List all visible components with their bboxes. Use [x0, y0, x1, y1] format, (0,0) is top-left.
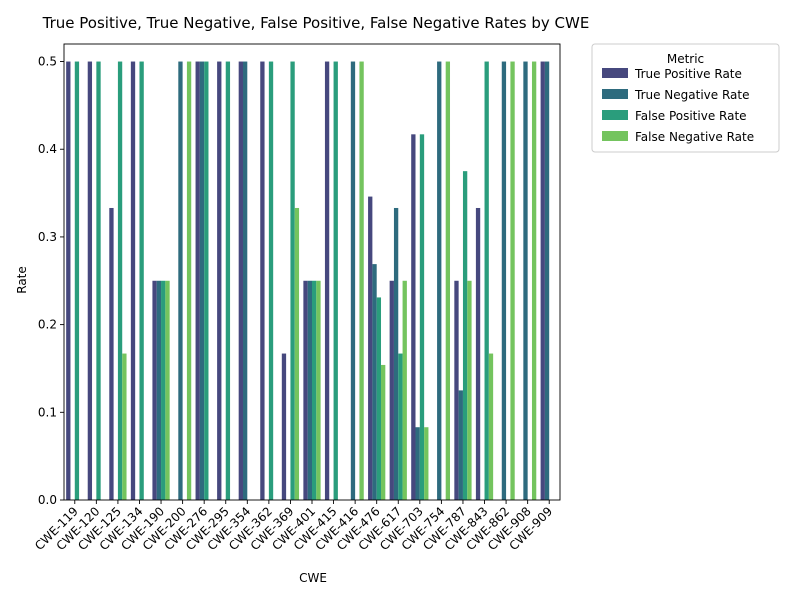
bar-cwe-862-series-3 — [510, 61, 515, 500]
bar-cwe-190-series-2 — [161, 280, 166, 500]
bar-cwe-476-series-0 — [368, 196, 373, 500]
bar-cwe-787-series-0 — [454, 280, 459, 500]
bar-cwe-416-series-1 — [350, 61, 356, 500]
bar-cwe-703-series-2 — [419, 134, 425, 500]
bar-cwe-369-series-0 — [281, 353, 287, 500]
bar-cwe-295-series-0 — [217, 61, 222, 500]
bar-cwe-476-series-1 — [372, 264, 377, 500]
bar-cwe-703-series-3 — [424, 427, 429, 500]
legend-box — [591, 43, 780, 153]
legend-title: Metric — [667, 52, 704, 66]
bar-cwe-862-series-1 — [501, 61, 507, 500]
legend-swatch — [602, 131, 628, 141]
y-tick-label: 0.0 — [38, 493, 57, 507]
bar-cwe-617-series-0 — [389, 280, 394, 500]
bar-cwe-617-series-2 — [398, 353, 403, 500]
bar-cwe-119-series-0 — [66, 61, 71, 500]
bar-cwe-908-series-3 — [531, 61, 537, 500]
bar-cwe-401-series-1 — [307, 280, 312, 500]
y-tick-label: 0.1 — [38, 405, 57, 419]
bar-cwe-120-series-0 — [87, 61, 93, 500]
bar-cwe-119-series-2 — [74, 61, 80, 500]
bar-cwe-276-series-0 — [195, 61, 200, 500]
bar-cwe-787-series-2 — [462, 171, 468, 500]
legend-swatch — [602, 89, 628, 99]
y-tick-label: 0.4 — [38, 142, 57, 156]
bar-cwe-295-series-2 — [225, 61, 231, 500]
bar-cwe-401-series-0 — [303, 280, 308, 500]
bar-cwe-276-series-1 — [199, 61, 205, 500]
y-tick-label: 0.3 — [38, 230, 57, 244]
legend-label: False Negative Rate — [635, 130, 754, 144]
bar-cwe-200-series-3 — [186, 61, 192, 500]
bar-cwe-125-series-0 — [109, 207, 114, 501]
bar-cwe-909-series-0 — [540, 61, 545, 500]
bar-cwe-754-series-3 — [445, 61, 451, 500]
bar-cwe-843-series-0 — [475, 207, 481, 501]
bar-cwe-703-series-0 — [411, 134, 416, 500]
bar-cwe-190-series-0 — [152, 280, 157, 500]
bar-cwe-190-series-3 — [165, 280, 170, 500]
bar-cwe-787-series-1 — [458, 390, 463, 500]
bar-cwe-415-series-0 — [324, 61, 330, 500]
bar-cwe-362-series-0 — [260, 61, 265, 500]
bar-cwe-134-series-0 — [130, 61, 136, 500]
bars-group — [66, 61, 550, 501]
bar-cwe-909-series-1 — [544, 61, 550, 500]
bar-cwe-416-series-3 — [359, 61, 364, 500]
bar-cwe-401-series-2 — [312, 280, 317, 500]
bar-cwe-200-series-1 — [178, 61, 183, 500]
bar-cwe-415-series-2 — [333, 61, 338, 500]
legend-label: True Positive Rate — [634, 67, 742, 81]
bar-cwe-617-series-3 — [402, 280, 407, 500]
bar-cwe-908-series-1 — [523, 61, 528, 500]
bar-cwe-401-series-3 — [316, 280, 321, 500]
bar-cwe-134-series-2 — [139, 61, 144, 500]
legend-label: True Negative Rate — [634, 88, 750, 102]
bar-cwe-843-series-3 — [488, 353, 494, 500]
legend-swatch — [602, 110, 628, 120]
y-axis-label: Rate — [15, 266, 29, 294]
bar-cwe-617-series-1 — [393, 207, 399, 501]
legend-swatch — [602, 68, 628, 78]
legend-label: False Positive Rate — [635, 109, 747, 123]
x-axis-label: CWE — [299, 571, 327, 585]
bar-cwe-476-series-2 — [376, 297, 382, 500]
bar-cwe-843-series-2 — [484, 61, 489, 500]
bar-cwe-369-series-3 — [294, 207, 300, 501]
bar-cwe-276-series-2 — [204, 61, 209, 500]
bar-cwe-354-series-1 — [242, 61, 248, 500]
bar-cwe-362-series-2 — [268, 61, 274, 500]
axes-group: 0.00.10.20.30.40.5CWE-119CWE-120CWE-125C… — [32, 43, 561, 553]
bar-cwe-125-series-2 — [117, 61, 123, 500]
bar-cwe-369-series-2 — [290, 61, 295, 500]
y-tick-label: 0.5 — [38, 55, 57, 69]
bar-cwe-754-series-1 — [437, 61, 442, 500]
bar-cwe-125-series-3 — [122, 353, 127, 500]
y-tick-label: 0.2 — [38, 318, 57, 332]
bar-cwe-120-series-2 — [96, 61, 101, 500]
bar-cwe-703-series-1 — [415, 427, 420, 500]
bar-cwe-787-series-3 — [467, 280, 472, 500]
bar-cwe-190-series-1 — [156, 280, 162, 500]
bar-cwe-476-series-3 — [381, 364, 386, 500]
chart-title: True Positive, True Negative, False Posi… — [42, 14, 590, 32]
bar-cwe-354-series-0 — [238, 61, 243, 500]
